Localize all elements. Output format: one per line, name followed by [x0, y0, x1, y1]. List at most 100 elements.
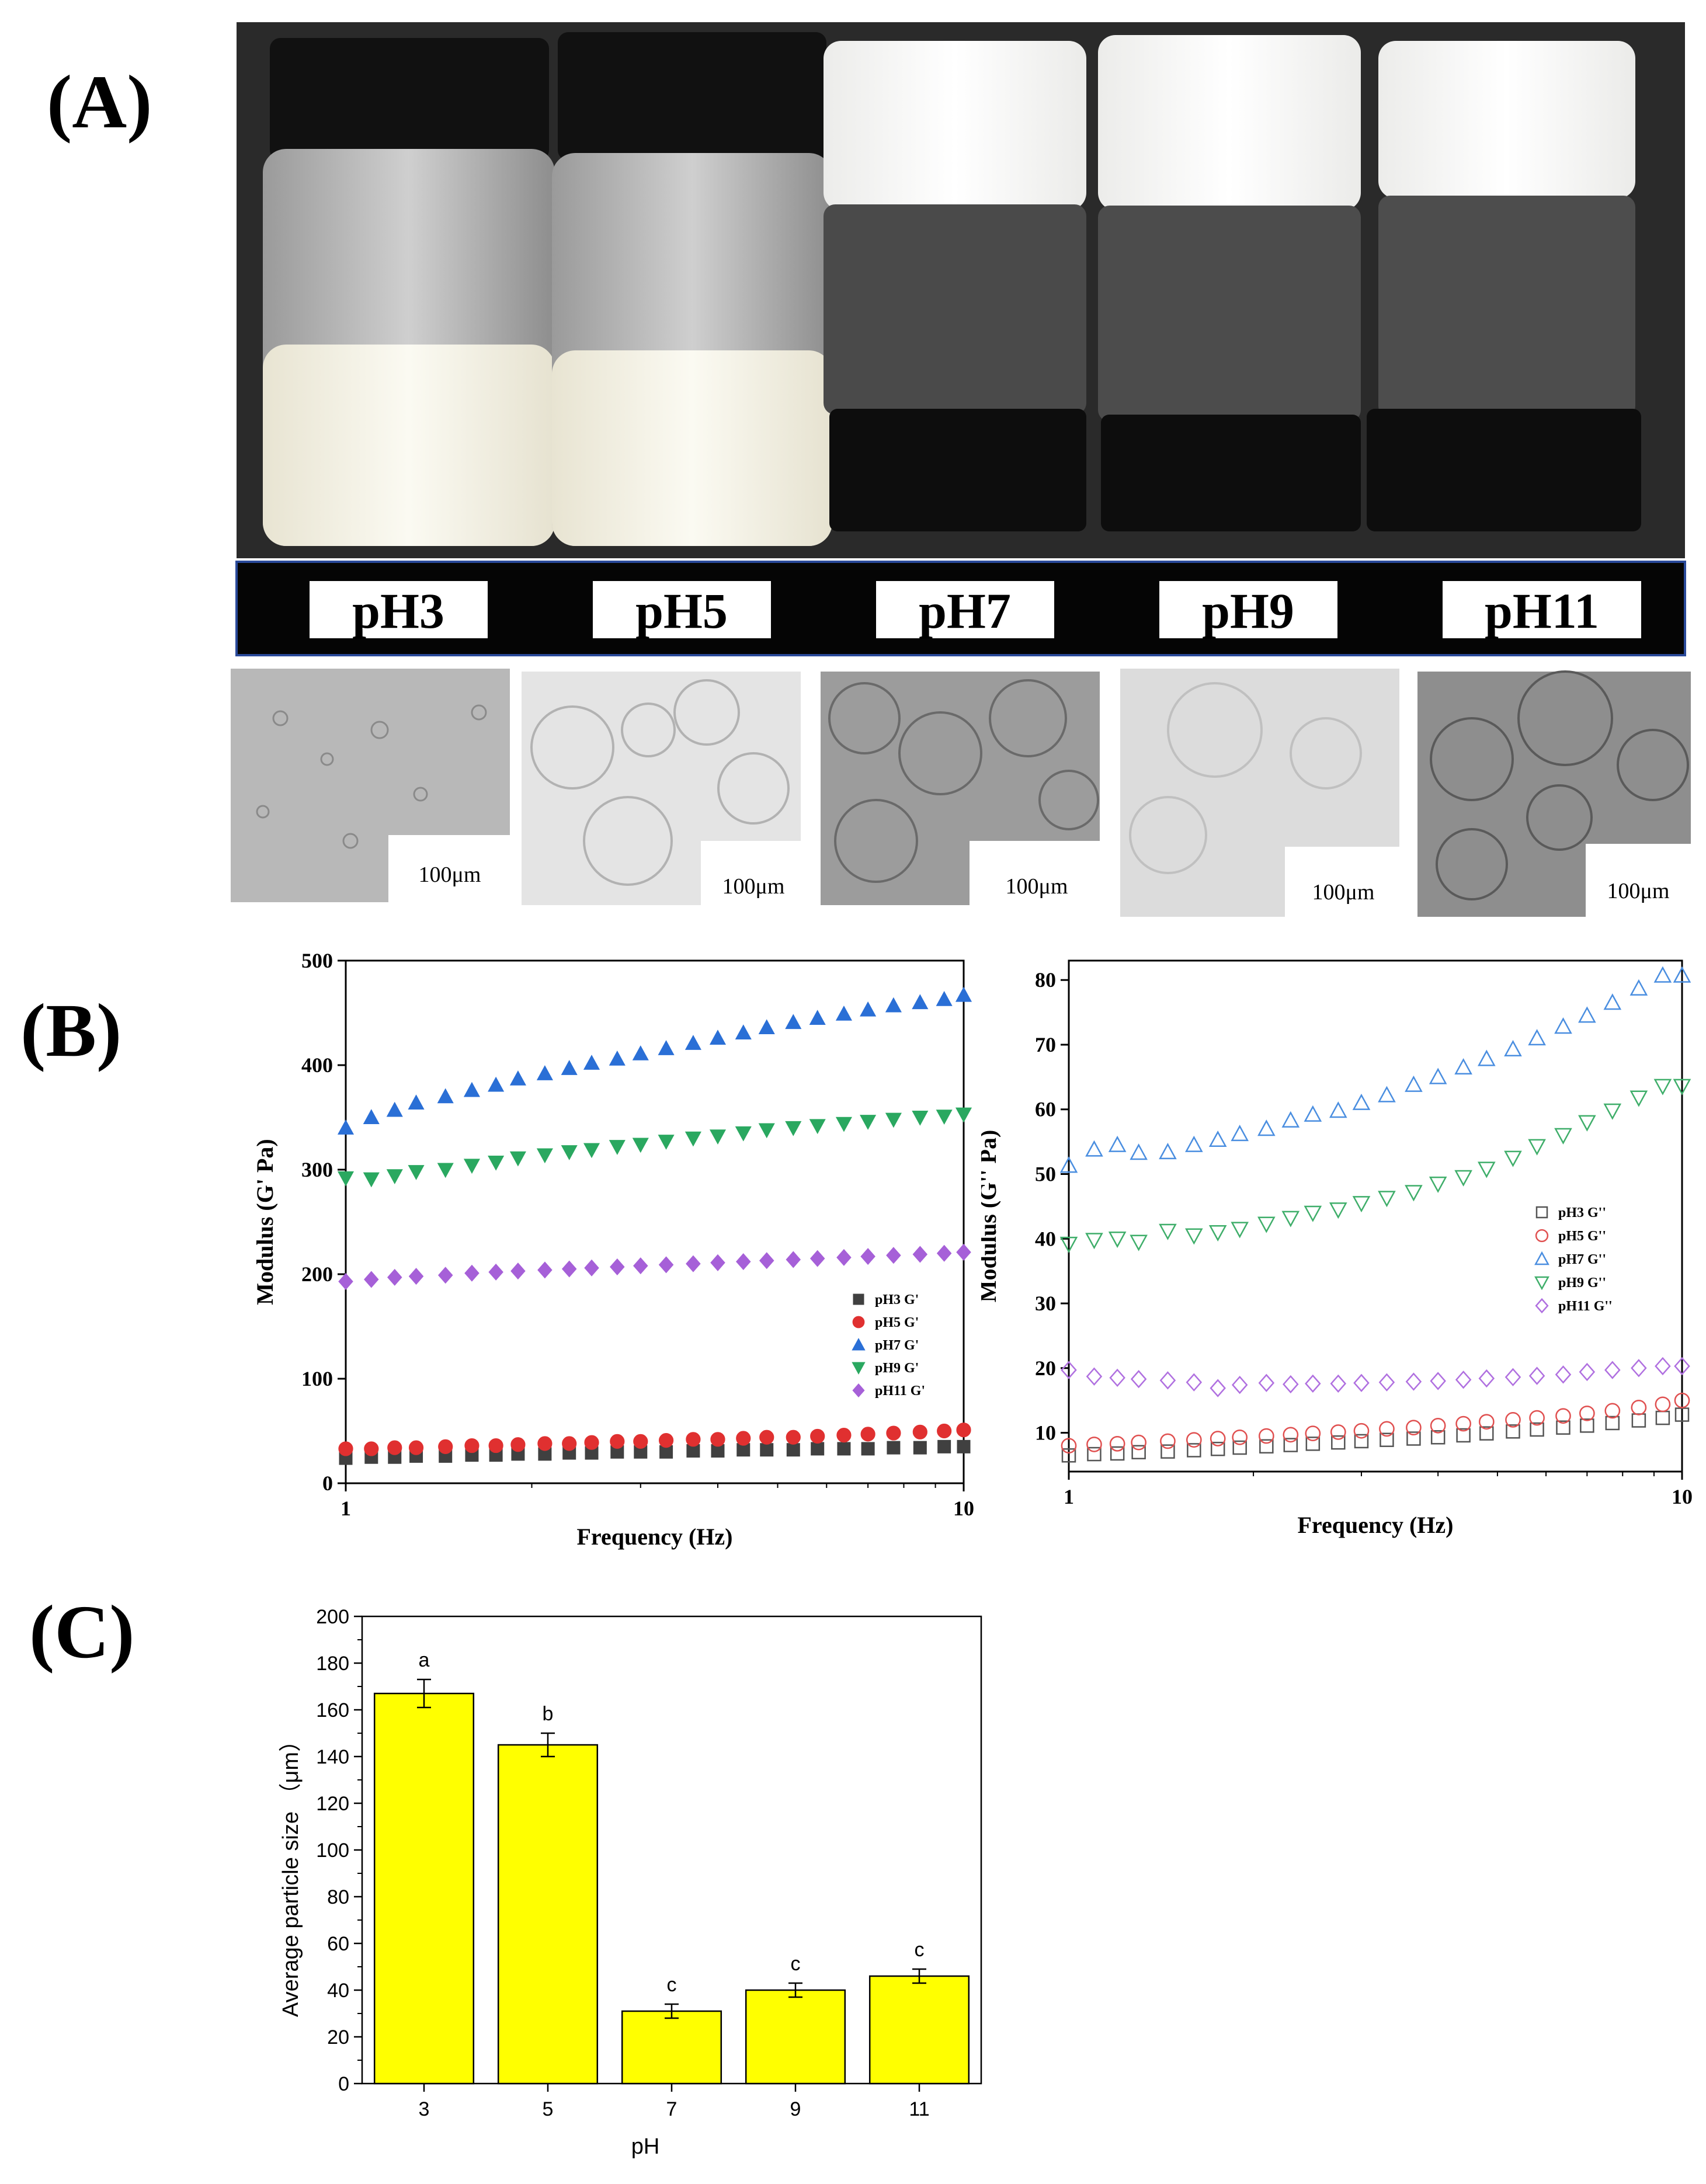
x-axis-title: Frequency (Hz) [577, 1524, 733, 1550]
data-point [1478, 1369, 1495, 1388]
data-point [386, 1101, 403, 1117]
data-point [1161, 1444, 1175, 1459]
data-point [1605, 1416, 1620, 1431]
x-axis-title: Frequency (Hz) [1298, 1512, 1454, 1538]
data-point [1653, 1079, 1672, 1096]
significance-letter: a [419, 1649, 430, 1671]
y-tick-label: 20 [1035, 1357, 1056, 1380]
data-point [887, 1441, 901, 1455]
data-point [632, 1045, 649, 1060]
y-tick-label: 70 [1035, 1033, 1056, 1056]
data-point [1406, 1431, 1421, 1446]
data-point [364, 1271, 379, 1288]
legend-label: pH9 G' [875, 1361, 919, 1376]
data-point [1231, 1222, 1249, 1239]
data-point [387, 1440, 402, 1455]
micrographs: 100μm 100μm 100μm 100μm 100μm [231, 669, 1691, 917]
storage-modulus-chart: 0 100 200 300 400 500 1 10 Frequency (Hz) Modulus… [252, 949, 974, 1550]
data-point [561, 1260, 577, 1278]
data-point [1506, 1424, 1520, 1439]
data-point [1673, 966, 1691, 983]
y-axis-title: Modulus (G' Pa) [252, 1139, 278, 1305]
data-point [860, 1248, 875, 1265]
series-ph3g [339, 1439, 971, 1465]
y-tick-label: 80 [1035, 968, 1056, 992]
data-point [1405, 1372, 1422, 1391]
data-point [1674, 1407, 1690, 1422]
plot-frame [345, 959, 965, 1484]
data-point [1059, 1156, 1078, 1173]
data-point [809, 1119, 826, 1135]
data-point [886, 1247, 901, 1264]
data-point [1655, 1410, 1670, 1425]
data-point [1283, 1375, 1299, 1394]
legend-marker [853, 1293, 864, 1305]
data-point [1603, 993, 1622, 1010]
y-axis-title: Average particle size （μm） [279, 1730, 303, 2017]
data-point [835, 1117, 852, 1132]
data-point [364, 1441, 379, 1456]
data-point [1429, 1176, 1447, 1193]
significance-letter: c [791, 1953, 801, 1975]
data-point [785, 1121, 802, 1136]
data-point [1108, 1232, 1127, 1249]
data-point [584, 1435, 599, 1450]
data-point [1109, 1436, 1125, 1452]
data-point [1305, 1437, 1321, 1451]
x-tick-label: 5 [543, 2098, 554, 2120]
data-point [1530, 1422, 1544, 1437]
data-point [1185, 1135, 1203, 1152]
data-point [536, 1148, 553, 1164]
data-point [912, 994, 929, 1010]
x-tick-label: 1 [340, 1497, 351, 1520]
y-tick-label: 40 [327, 1980, 349, 2002]
data-point [1477, 1049, 1496, 1066]
data-point [709, 1030, 727, 1045]
data-point [1655, 1357, 1671, 1376]
data-point [1283, 1427, 1299, 1443]
data-point [1059, 1236, 1078, 1253]
data-point [1674, 1357, 1690, 1376]
data-point [1159, 1143, 1177, 1160]
data-point [1210, 1441, 1225, 1456]
scale-bar-label-5: 100μm [1607, 879, 1670, 903]
data-point [437, 1267, 453, 1284]
legend-label: pH5 G' [875, 1315, 919, 1330]
data-point [1159, 1223, 1177, 1240]
data-point [488, 1263, 503, 1281]
data-point [610, 1434, 625, 1449]
data-point [710, 1254, 725, 1271]
data-point [609, 1051, 626, 1066]
y-tick-label: 180 [316, 1653, 349, 1675]
micrograph-ph7: 100μm [821, 672, 1100, 905]
data-point [537, 1436, 553, 1451]
x-tick-label: 1 [1064, 1485, 1074, 1508]
bar-ph5 [497, 1744, 599, 2085]
data-point [633, 1257, 648, 1275]
data-point [1130, 1369, 1147, 1389]
data-point [759, 1430, 774, 1445]
data-point [758, 1019, 775, 1035]
data-point [562, 1436, 577, 1451]
data-point [936, 1110, 953, 1125]
data-point [408, 1165, 425, 1180]
data-point [937, 1439, 951, 1453]
x-tick-label: 7 [666, 2098, 677, 2120]
legend-label: pH7 G'' [1558, 1252, 1606, 1267]
data-point [1505, 1412, 1521, 1428]
data-point [809, 1250, 825, 1267]
data-point [1478, 1414, 1495, 1430]
data-point [1378, 1086, 1396, 1103]
data-point [1330, 1424, 1346, 1440]
data-point [1087, 1446, 1102, 1462]
data-point [1130, 1143, 1148, 1160]
data-point [685, 1035, 701, 1050]
data-point [1232, 1429, 1248, 1445]
data-point [437, 1088, 454, 1104]
legend-marker [1535, 1206, 1548, 1219]
data-point [1354, 1434, 1369, 1449]
data-point [1554, 1128, 1572, 1145]
significance-letter: c [667, 1974, 677, 1996]
vial-label-ph5: pH5 [635, 583, 728, 639]
y-tick-label: 100 [316, 1839, 349, 1862]
